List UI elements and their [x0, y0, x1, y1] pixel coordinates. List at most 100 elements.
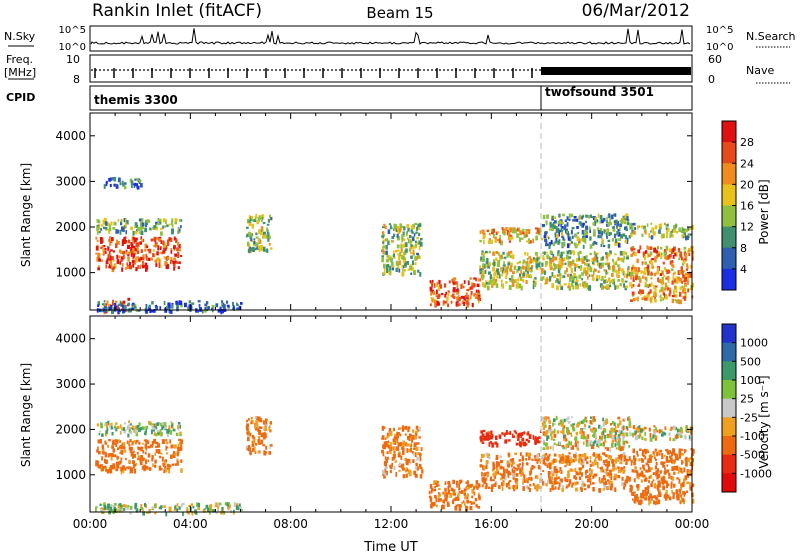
echo-cell: [508, 240, 512, 243]
echo-cell: [662, 465, 665, 468]
echo-cell: [607, 252, 611, 257]
echo-cell: [666, 494, 670, 499]
echo-cell: [637, 276, 641, 281]
echo-cell: [648, 291, 651, 295]
echo-cell: [519, 273, 521, 278]
echo-cell: [640, 270, 643, 274]
echo-cell: [398, 442, 402, 447]
echo-cell: [622, 436, 625, 441]
echo-cell: [399, 252, 402, 257]
echo-cell: [579, 472, 582, 475]
echo-cell: [564, 464, 567, 468]
echo-cell: [607, 221, 611, 227]
echo-cell: [624, 214, 627, 219]
echo-cell: [160, 431, 163, 437]
echo-cell: [170, 455, 173, 459]
echo-cell: [676, 428, 680, 433]
echo-cell: [115, 461, 119, 466]
echo-cell: [130, 427, 133, 429]
echo-cell: [568, 213, 571, 218]
echo-cell: [633, 460, 636, 466]
echo-cell: [532, 284, 535, 290]
echo-cell: [148, 306, 151, 312]
echo-cell: [107, 254, 111, 259]
echo-cell: [410, 272, 413, 275]
echo-cell: [160, 507, 162, 510]
echo-cell: [545, 240, 548, 246]
colorbar-tick-label: 1000: [740, 337, 768, 350]
echo-cell: [582, 482, 585, 488]
echo-cell: [131, 307, 134, 310]
echo-cell: [544, 251, 548, 254]
echo-cell: [111, 309, 114, 315]
echo-cell: [642, 464, 645, 469]
echo-cell: [605, 269, 608, 275]
echo-cell: [617, 466, 620, 470]
echo-cell: [580, 461, 583, 465]
echo-cell: [553, 466, 557, 471]
echo-cell: [144, 443, 147, 449]
station-title: Rankin Inlet (fitACF): [92, 1, 262, 21]
echo-cell: [598, 262, 602, 268]
echo-cell: [685, 272, 688, 275]
echo-cell: [268, 214, 271, 218]
echo-cell: [178, 506, 181, 510]
echo-cell: [614, 285, 617, 290]
echo-cell: [405, 248, 408, 253]
echo-cell: [103, 226, 106, 230]
echo-cell: [477, 494, 481, 499]
echo-cell: [165, 467, 168, 473]
x-tick-label: 12:00: [374, 517, 409, 531]
echo-cell: [623, 219, 626, 224]
echo-cell: [551, 459, 555, 465]
echo-cell: [120, 449, 123, 455]
echo-cell: [655, 496, 659, 501]
echo-cell: [690, 264, 692, 269]
echo-cell: [632, 277, 635, 282]
echo-cell: [670, 268, 674, 272]
echo-cell: [227, 502, 229, 507]
echo-cell: [686, 265, 689, 269]
echo-cell: [508, 439, 511, 442]
echo-cell: [603, 484, 607, 489]
echo-cell: [402, 256, 406, 261]
echo-cell: [399, 433, 402, 437]
echo-cell: [492, 251, 495, 256]
echo-cell: [654, 458, 657, 462]
echo-cell: [95, 506, 98, 509]
echo-cell: [602, 441, 605, 447]
echo-cell: [579, 222, 582, 226]
echo-cell: [393, 427, 395, 432]
echo-cell: [616, 231, 620, 236]
echo-cell: [486, 437, 489, 441]
echo-cell: [119, 251, 123, 254]
echo-cell: [619, 459, 622, 464]
echo-cell: [606, 271, 609, 275]
echo-cell: [615, 441, 618, 446]
echo-cell: [606, 284, 609, 288]
echo-cell: [139, 448, 143, 452]
echo-cell: [617, 274, 620, 279]
echo-cell: [270, 217, 273, 220]
echo-cell: [662, 297, 665, 301]
echo-cell: [479, 239, 482, 243]
echo-cell: [648, 246, 650, 250]
echo-cell: [602, 245, 606, 248]
echo-cell: [119, 300, 122, 306]
echo-cell: [664, 249, 667, 252]
echo-cell: [642, 428, 645, 432]
echo-cell: [644, 230, 647, 235]
echo-cell: [385, 250, 388, 255]
echo-cell: [527, 452, 530, 457]
echo-cell: [160, 452, 163, 455]
echo-cell: [381, 259, 384, 263]
echo-cell: [405, 232, 408, 236]
echo-cell: [609, 250, 612, 255]
echo-cell: [632, 264, 635, 269]
echo-cell: [684, 292, 687, 297]
echo-cell: [654, 435, 656, 438]
y-tick-label: 4000: [55, 129, 86, 143]
echo-cell: [673, 289, 676, 295]
echo-cell: [155, 433, 158, 437]
freq-tick-top: 10: [66, 53, 80, 66]
